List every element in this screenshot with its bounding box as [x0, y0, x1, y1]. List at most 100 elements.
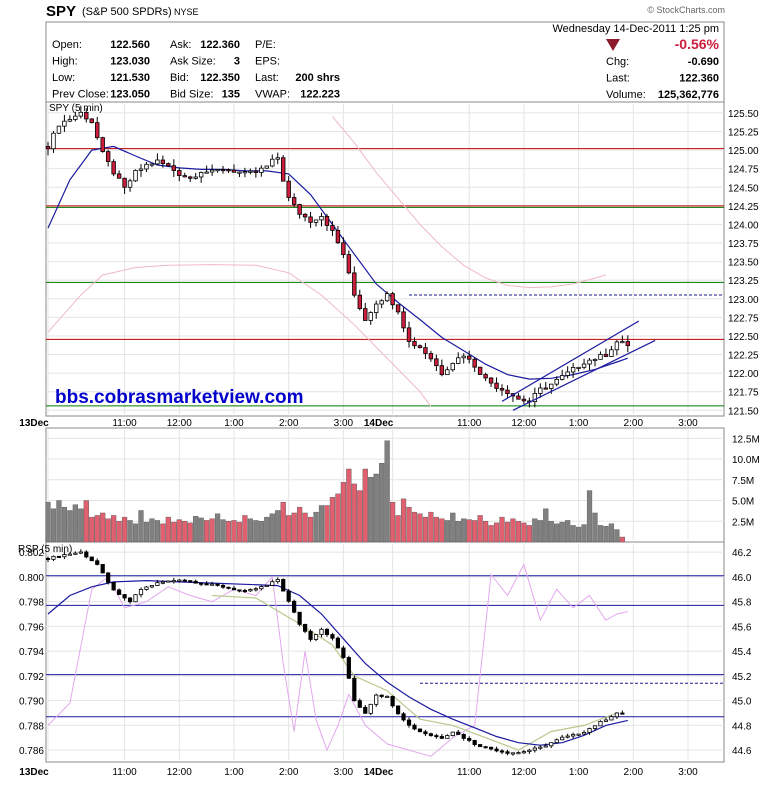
volume-y-axis: 12.5M 10.0M 7.5M 5.0M 2.5M [732, 434, 760, 528]
y-tick-label: 2.5M [732, 517, 754, 528]
candle-body [505, 389, 510, 394]
candle-body [450, 731, 455, 736]
volume-bar [565, 520, 571, 543]
volume-bar [242, 515, 248, 543]
candle-body [571, 734, 576, 737]
candle-body [160, 581, 165, 584]
candle-body [483, 374, 488, 379]
volume-bar [297, 506, 303, 543]
candle-body [439, 365, 445, 376]
volume-bar [351, 483, 357, 543]
candle-body [527, 749, 532, 753]
candle-body [543, 745, 548, 748]
candle-body [253, 588, 258, 591]
x-tick-label: 1:00 [569, 418, 589, 429]
volume-bar [307, 516, 314, 543]
candle-body [171, 580, 176, 583]
candle-body [488, 746, 494, 750]
candle-body [423, 347, 428, 354]
candle-body [324, 628, 330, 635]
volume-bar [586, 490, 593, 543]
candle-body [215, 169, 220, 172]
candle-body [67, 553, 72, 556]
volume-bar [335, 493, 341, 543]
volume-bar [483, 521, 489, 543]
candle-body [45, 145, 51, 150]
y-tick-label: 0.786 [19, 746, 44, 757]
symbol[interactable]: SPY [46, 3, 76, 20]
quote-label: Chg: [606, 56, 629, 68]
y-tick-label: 46.2 [732, 548, 752, 559]
volume-bar [143, 521, 150, 543]
quote-value: 122.223 [300, 89, 340, 101]
rsp-y-axis-left: 0.802 0.800 0.798 0.796 0.794 0.792 0.790 0.788… [19, 548, 44, 757]
candle-body [122, 594, 127, 599]
quote-value: 122.360 [679, 73, 719, 85]
y-tick-label: 0.790 [19, 697, 44, 708]
y-tick-label: 45.2 [732, 672, 752, 683]
candle-body [549, 383, 554, 389]
volume-bar [83, 500, 89, 543]
candle-body [155, 159, 160, 165]
y-tick-label: 122.50 [728, 332, 759, 343]
x-tick-label: 2:00 [624, 767, 644, 778]
candle-body [220, 169, 226, 172]
volume-bar [406, 506, 412, 543]
candle-body [412, 724, 417, 730]
y-tick-label: 124.25 [728, 202, 759, 213]
candle-body [335, 230, 341, 244]
x-tick-label: 3:00 [334, 418, 354, 429]
volume-bar [154, 520, 161, 543]
candle-body [538, 387, 543, 394]
volume-bar [61, 506, 68, 543]
volume-bar [176, 519, 182, 543]
candle-body [614, 341, 620, 351]
y-tick-label: 123.50 [728, 258, 759, 269]
candle-body [499, 750, 505, 753]
candle-body [385, 695, 390, 698]
volume-bar [121, 516, 128, 543]
volume-bar [313, 511, 319, 543]
candle-body [111, 161, 116, 175]
candle-body [177, 170, 182, 176]
channel-upper-line [501, 320, 640, 402]
volume-bar [302, 512, 308, 543]
candle-body [390, 695, 395, 707]
y-tick-label: 0.792 [19, 672, 44, 683]
y-tick-label: 45.0 [732, 697, 752, 708]
quote-label: Open: [52, 39, 82, 51]
candle-body [363, 706, 368, 714]
quote-label: Bid Size: [170, 89, 213, 101]
volume-bar [428, 511, 434, 543]
candle-body [521, 398, 527, 402]
quote-label: Ask Size: [170, 56, 216, 68]
candle-body [434, 735, 439, 738]
y-tick-label: 124.50 [728, 183, 759, 194]
volume-bar [373, 473, 379, 543]
volume-bar [592, 512, 598, 543]
volume-bar [198, 517, 204, 543]
volume-bar [214, 513, 221, 543]
candle-body [401, 713, 406, 721]
candle-body [209, 583, 215, 586]
x-axis-top: 13Dec 11:00 12:00 1:00 2:00 3:00 14Dec 11:00 12:… [19, 418, 698, 429]
candle-body [423, 731, 428, 735]
volume-bar [94, 515, 100, 543]
candle-body [95, 560, 100, 565]
candle-body [532, 393, 538, 403]
volume-bar [127, 520, 133, 543]
volume-bar [318, 505, 325, 543]
y-tick-label: 125.25 [728, 128, 759, 139]
candle-body [341, 242, 346, 256]
volume-bar [67, 510, 73, 543]
volume-bar [78, 508, 84, 543]
candle-body [105, 151, 111, 162]
candle-body [100, 564, 105, 574]
candle-body [226, 586, 231, 589]
candle-body [45, 557, 51, 560]
y-tick-label: 0.788 [19, 721, 44, 732]
volume-bar [400, 498, 407, 543]
y-tick-label: 0.796 [19, 622, 44, 633]
